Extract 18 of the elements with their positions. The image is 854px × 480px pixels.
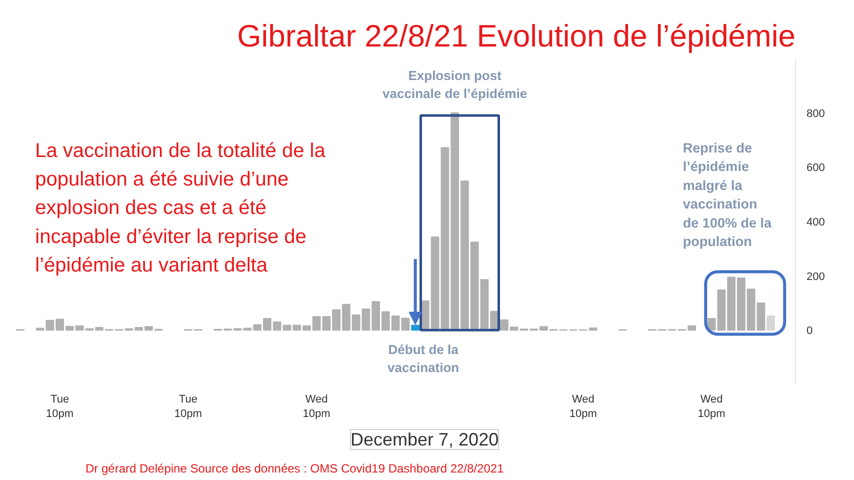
x-tick-label: Tue 10pm [46,394,74,420]
y-tick-label: 0 [806,325,813,338]
text: December 7, 2020 [350,430,499,450]
x-tick-label: Wed 10pm [698,394,726,420]
text: Dr gérard Delépine Source des données : OMS Covid19 Dashboard 22/8/2021 [86,462,504,476]
y-tick-label: 200 [806,270,825,283]
y-tick-label: 400 [806,216,825,228]
chart-title: Gibraltar 22/8/21 Evolution de l’épidémie [237,18,796,54]
annotation: Explosion post vaccinale de l’épidémie [382,68,528,101]
y-tick-label: 800 [806,108,825,120]
annotation: La vaccination de la totalité de la population a été suivie d’une explosion des cas et a été incapable d’éviter la reprise de l’épidémie au variant delta [35,140,326,276]
x-tick-label: Wed 10pm [302,394,330,420]
x-tick-label: Tue 10pm [174,394,202,420]
annotation: Reprise de l’épidémie malgré la vaccination de 100% de la population [682,140,772,250]
bar [766,316,776,331]
annotation: Début de la vaccination [388,342,460,376]
x-tick-label: Wed 10pm [569,394,597,420]
y-tick-label: 600 [806,162,825,174]
